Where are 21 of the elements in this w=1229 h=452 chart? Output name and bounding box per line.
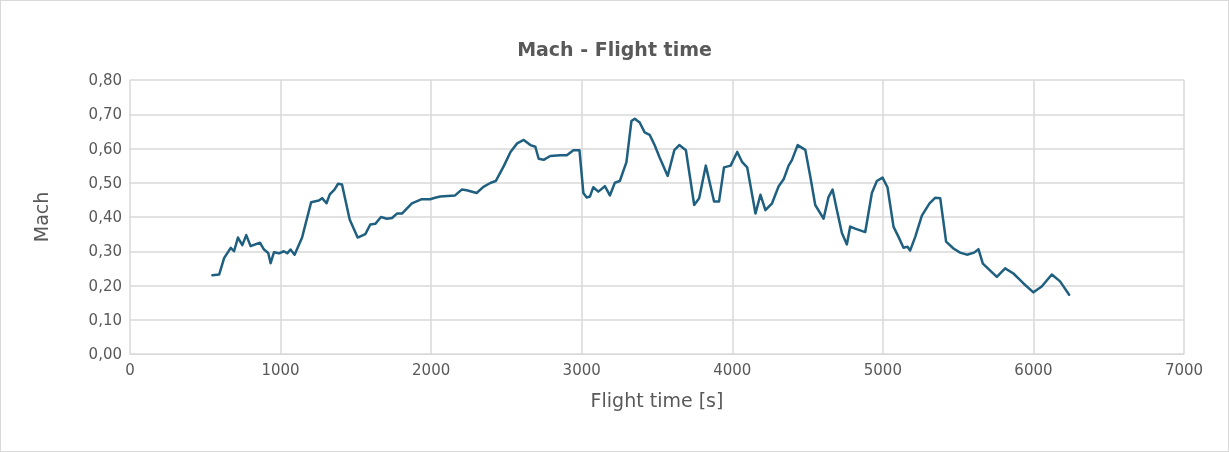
y-axis-title: Mach [29,191,52,243]
line-series [211,117,1071,296]
x-tick-label: 7000 [1164,360,1204,379]
x-tick-label: 6000 [1014,360,1053,379]
y-tick-label: 0,00 [88,345,122,363]
x-axis-title: Flight time [s] [590,388,724,411]
y-tick-label: 0,80 [88,71,122,89]
y-tick-label: 0,50 [88,173,122,192]
x-tick-label: 2000 [412,360,451,379]
y-tick-label: 0,60 [88,139,122,158]
chart-title: Mach - Flight time [517,37,712,60]
x-tick-label: 0 [125,360,135,379]
y-tick-label: 0,70 [88,105,122,124]
y-tick-label: 0,30 [88,242,122,261]
x-tick-label: 3000 [562,360,601,379]
x-tick-label: 5000 [863,360,902,379]
y-tick-label: 0,10 [88,310,122,329]
x-tick-label: 4000 [713,360,752,379]
y-tick-label: 0,40 [88,208,122,226]
x-tick-label: 1000 [261,360,300,379]
y-tick-label: 0,20 [88,276,122,295]
